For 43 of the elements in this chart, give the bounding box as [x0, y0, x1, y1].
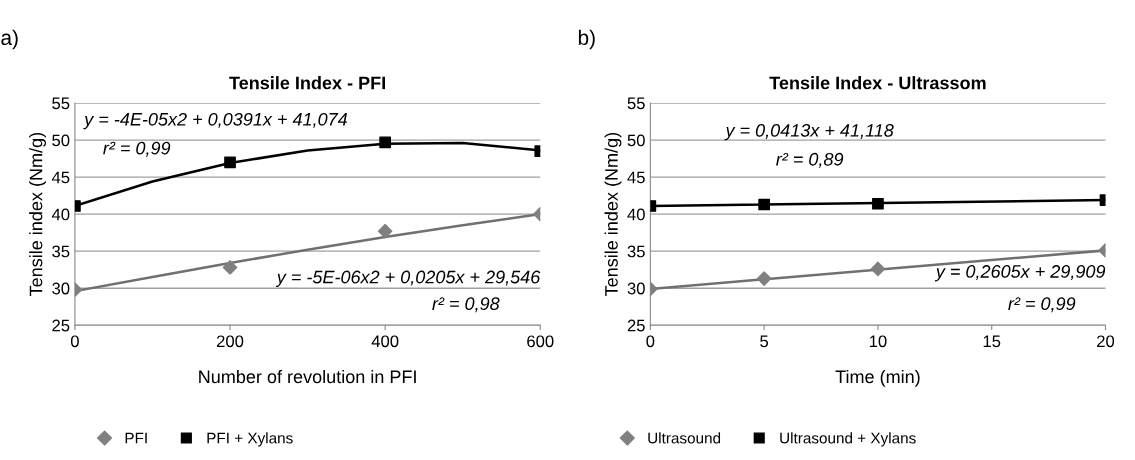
chart-title: Tensile Index - PFI — [229, 76, 385, 90]
annotation: r² = 0,99 — [1008, 297, 1076, 313]
annotation: y = -4E-05x2 + 0,0391x + 41,074 — [83, 112, 348, 130]
x-tick-label: 400 — [371, 335, 399, 348]
y-tick-label: 40 — [51, 208, 70, 221]
text: b) — [578, 29, 595, 50]
x-tick-label: 200 — [216, 335, 244, 348]
y-tick-label: 45 — [51, 171, 70, 184]
y-tick-label: 25 — [52, 319, 70, 332]
legend-label: Ultrasound + Xylans — [780, 432, 916, 447]
y-tick-label: 40 — [627, 208, 645, 221]
annotation: r² = 0,89 — [776, 152, 844, 168]
x-tick-label: 5 — [760, 335, 769, 348]
annotation: r² = 0,99 — [103, 141, 171, 157]
x-axis-title: Number of revolution in PFI — [199, 369, 416, 384]
x-tick-label: 20 — [1097, 335, 1115, 348]
x-tick-label: 0 — [646, 335, 655, 348]
y-tick-label: 50 — [52, 134, 70, 147]
y-tick-label: 55 — [52, 97, 70, 110]
y-axis-title: Tensile index (Nm/g) — [29, 132, 46, 296]
x-tick-label: 10 — [869, 335, 887, 348]
x-tick-label: 600 — [527, 335, 554, 348]
legend-label: PFI + Xylans — [207, 432, 293, 447]
x-tick-label: 15 — [983, 335, 1001, 348]
x-axis-title: Time (min) — [835, 369, 920, 387]
y-tick-label: 30 — [627, 282, 645, 295]
text: a) — [1, 29, 18, 50]
y-tick-label: 35 — [627, 245, 645, 258]
legend-label: Ultrasound — [648, 432, 721, 444]
y-tick-label: 45 — [627, 171, 645, 184]
annotation: r² = 0,98 — [432, 297, 500, 313]
chart-title: Tensile Index - Ultrassom — [769, 76, 986, 90]
legend-label: PFI — [125, 432, 147, 444]
x-tick-label: 0 — [70, 335, 79, 348]
annotation: y = -5E-06x2 + 0,0205x + 29,546 — [275, 270, 541, 287]
y-tick-label: 25 — [627, 319, 645, 332]
y-tick-label: 35 — [52, 245, 70, 258]
annotation: y = 0,0413x + 41,118 — [724, 123, 894, 141]
y-axis-title: Tensile index (Nm/g) — [604, 132, 622, 296]
y-tick-label: 30 — [52, 282, 70, 295]
y-tick-label: 55 — [627, 97, 645, 110]
y-tick-label: 50 — [627, 134, 645, 147]
annotation: y = 0,2605x + 29,909 — [934, 265, 1106, 282]
